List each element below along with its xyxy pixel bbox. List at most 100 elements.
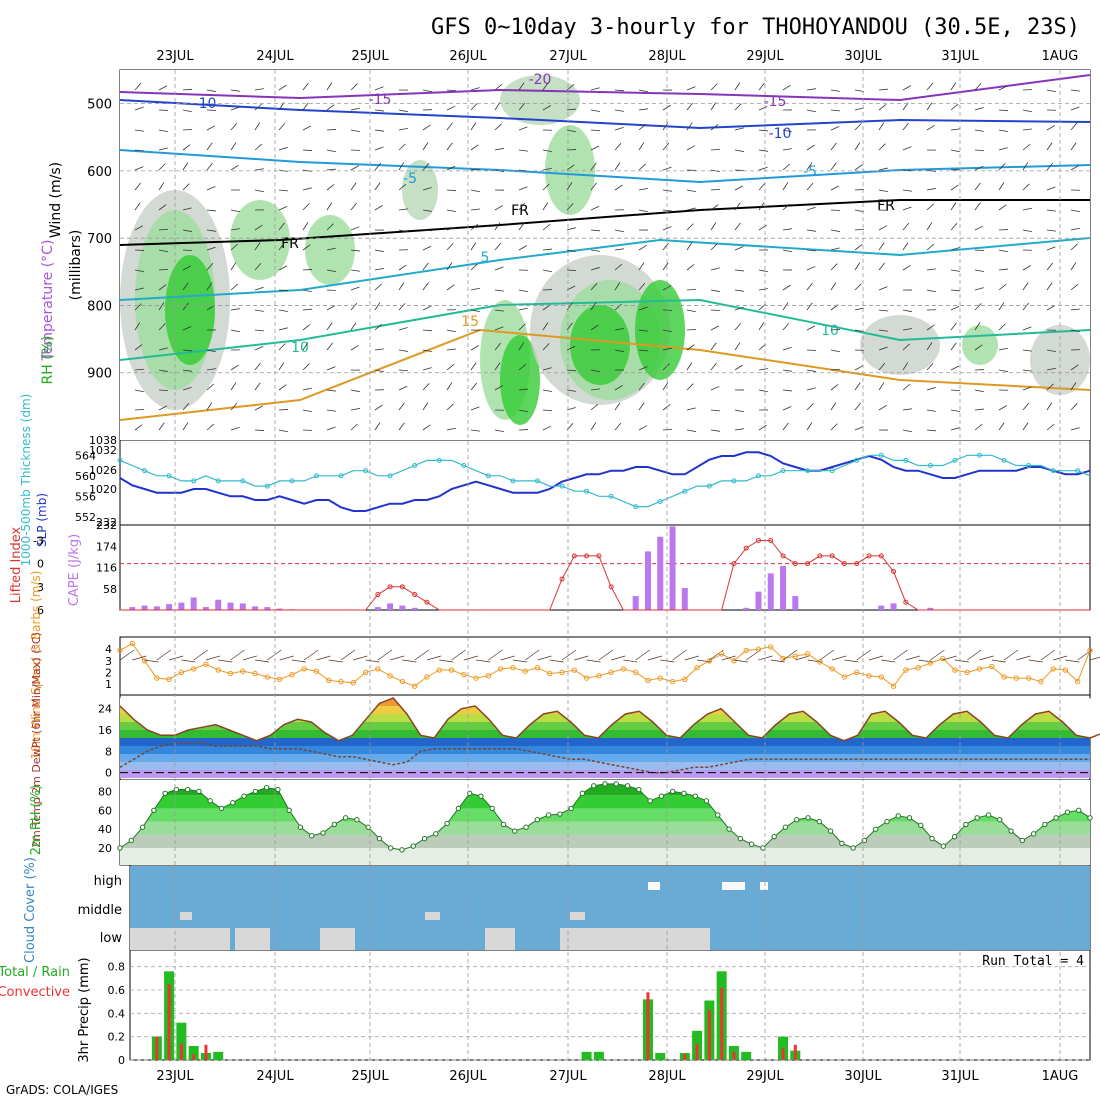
wind-speed-point	[583, 675, 590, 681]
wind-barb	[182, 183, 190, 191]
lifted-index-point	[596, 553, 602, 559]
precip-conv-bar	[646, 992, 650, 1060]
wind-barb	[278, 189, 288, 192]
wind-barb	[374, 162, 382, 171]
rh-point	[139, 824, 146, 830]
precip-legend-total: Total / Rain	[0, 965, 70, 980]
wind-barb	[566, 369, 576, 372]
thickness-ylabel: 1000-500mb Thickness (dm)	[19, 394, 33, 567]
wind-barb	[638, 306, 648, 311]
lifted-index-point	[584, 553, 590, 559]
wind-barb	[878, 346, 888, 351]
wind-speed-point	[890, 683, 897, 689]
contour-label: 5	[481, 250, 490, 266]
wind-barb	[134, 166, 144, 171]
wind-barb	[494, 83, 503, 91]
wind-barb	[470, 87, 480, 91]
wind-barb	[326, 202, 333, 211]
wind-barb	[374, 302, 381, 311]
wind-barb	[878, 104, 887, 111]
wind-barb	[998, 109, 1009, 112]
wind-barb	[686, 344, 695, 351]
wind-barb	[230, 228, 240, 231]
cape-tick: 58	[103, 583, 117, 596]
wind-barb	[782, 649, 798, 661]
wind-barb	[950, 247, 960, 251]
wind-barb	[398, 264, 407, 271]
rh-point	[985, 812, 992, 818]
wind-barb	[734, 409, 744, 413]
wind-barb	[974, 344, 983, 351]
wind-barb	[144, 659, 159, 663]
precip-ylabel: 3hr Precip (mm)	[77, 957, 92, 1062]
wind-barb	[830, 126, 840, 131]
thickness-point	[608, 493, 614, 499]
wind-speed-point	[154, 675, 160, 681]
wind-barb	[446, 165, 456, 171]
wind-barb	[979, 655, 994, 661]
wind-speed-point	[264, 674, 271, 680]
wind-barb	[182, 302, 189, 311]
wind-speed-point	[375, 666, 381, 672]
wind-barb	[518, 364, 527, 371]
wind-barb	[806, 302, 813, 311]
precip-total-bar	[188, 1046, 199, 1060]
wind-barb	[854, 228, 865, 231]
wind-barb	[542, 149, 552, 153]
rh-point	[692, 793, 698, 799]
wind-barb	[686, 383, 694, 391]
wind-barb	[350, 249, 360, 252]
thickness-point	[903, 457, 909, 463]
wind-barb	[566, 203, 574, 211]
wind-barb	[902, 328, 912, 331]
lifted-index-point	[731, 561, 737, 567]
lifted-index-point	[559, 576, 565, 582]
wind-speed-point	[141, 658, 148, 664]
wind-speed-point	[755, 646, 762, 652]
wind-speed-point	[1050, 666, 1056, 672]
wind-barb	[1016, 655, 1031, 661]
wind-barb	[782, 284, 791, 291]
wind-barb	[854, 329, 864, 333]
wind-barb	[158, 422, 165, 431]
wind-barb	[710, 222, 717, 231]
wind-barb	[782, 249, 792, 253]
wind-barb	[254, 242, 261, 251]
cape-tick: 116	[96, 562, 117, 575]
wind-barb	[1046, 383, 1054, 391]
rh-point	[466, 790, 473, 797]
wind-barb	[590, 283, 598, 291]
wind-barb	[1070, 89, 1080, 92]
slp-tick: 1032	[89, 444, 117, 457]
wind-barb	[302, 244, 311, 251]
temp-tick: 16	[98, 724, 112, 737]
wind-barb	[974, 424, 983, 431]
wind-barb	[470, 263, 478, 271]
wind-barb	[686, 189, 696, 192]
rh-point	[568, 805, 574, 812]
wind-barb	[590, 267, 600, 271]
wind-barb	[710, 289, 720, 292]
wind-barb	[662, 382, 669, 391]
rh-point	[196, 788, 202, 795]
wind-speed-point	[1013, 675, 1020, 681]
wind-barb	[566, 322, 573, 331]
wind-barb	[542, 322, 549, 331]
wind-barb	[302, 387, 312, 391]
wind-barb	[998, 268, 1008, 271]
thickness-point	[534, 478, 540, 484]
wind-barb	[686, 362, 693, 371]
date-tick-bottom: 25JUL	[351, 1069, 389, 1084]
wind-barb	[542, 425, 552, 431]
precip-total-bar	[778, 1036, 789, 1060]
wind-barb	[182, 265, 192, 271]
wind-barb	[446, 382, 453, 391]
wind-barb	[721, 655, 736, 661]
wind-barb	[758, 368, 768, 371]
rh-point	[286, 807, 292, 813]
wind-barb	[878, 262, 885, 271]
contour-label: 15	[461, 314, 479, 330]
wind-barb	[518, 342, 525, 351]
wind-barb	[182, 422, 189, 431]
wind-speed-point	[804, 651, 811, 657]
